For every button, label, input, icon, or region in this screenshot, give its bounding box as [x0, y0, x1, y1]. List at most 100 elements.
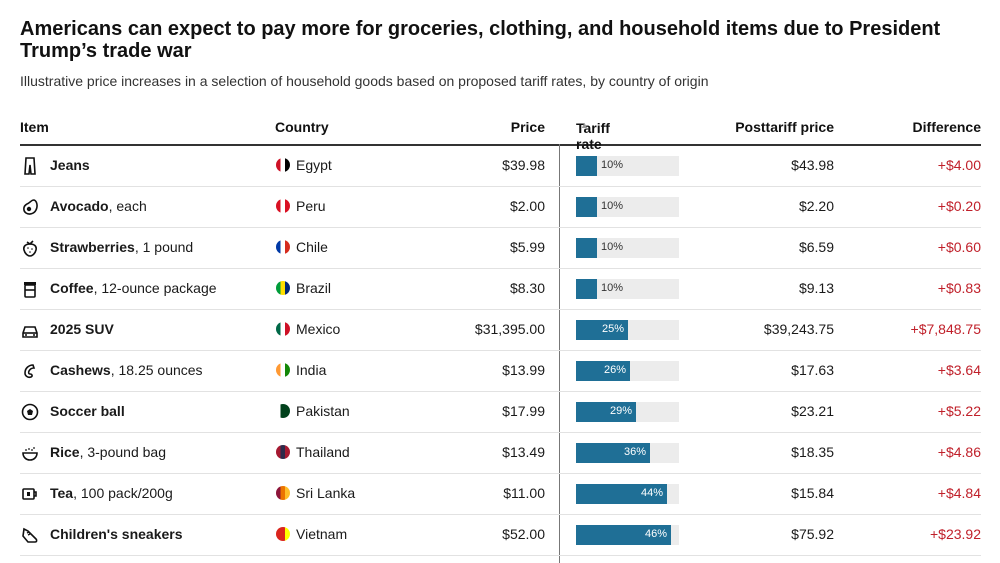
sort-ascending-icon[interactable]: ▲ — [580, 120, 589, 130]
flag-icon — [276, 240, 290, 254]
tariff-label: 10% — [601, 282, 624, 294]
soccer-ball-icon — [20, 402, 40, 422]
country-cell: Mexico — [296, 321, 341, 337]
item-cell: Avocado, each — [50, 198, 147, 214]
avocado-icon — [20, 197, 40, 217]
posttariff-price-cell: $15.84 — [791, 485, 834, 501]
cashew-icon — [20, 361, 40, 381]
item-detail: , 1 pound — [134, 239, 194, 255]
coffee-icon — [20, 279, 40, 299]
item-name: Rice — [50, 444, 80, 460]
difference-cell: +$7,848.75 — [910, 321, 981, 337]
header-difference[interactable]: Difference — [912, 119, 981, 135]
tariff-bar-track: 10% — [576, 197, 679, 217]
flag-icon — [276, 281, 290, 295]
table-header: Item Country Price Tariff rate ▲ Posttari… — [20, 118, 981, 152]
column-divider — [559, 144, 560, 563]
tariff-bar-track: 10% — [576, 279, 679, 299]
flag-icon — [276, 363, 290, 377]
item-name: Cashews — [50, 362, 111, 378]
tariff-bar-track: 29% — [576, 402, 679, 422]
tariff-bar-track: 10% — [576, 238, 679, 258]
table-row: Avocado, each Peru $2.00 10% $2.20 +$0.20 — [20, 187, 981, 228]
item-cell: Jeans — [50, 157, 90, 173]
item-name: Coffee — [50, 280, 94, 296]
country-cell: Brazil — [296, 280, 332, 296]
table-row: 2025 SUV Mexico $31,395.00 25% $39,243.75 +$7… — [20, 310, 981, 351]
country-cell: Chile — [296, 239, 328, 255]
item-cell: Tea, 100 pack/200g — [50, 485, 173, 501]
tariff-bar — [576, 361, 630, 381]
price-cell: $5.99 — [509, 239, 545, 255]
difference-cell: +$4.86 — [937, 444, 981, 460]
tariff-bar-track: 36% — [576, 443, 679, 463]
table-row: Rice, 3-pound bag Thailand $13.49 36% $18.35… — [20, 433, 981, 474]
difference-cell: +$23.92 — [930, 526, 981, 542]
header-tariff-label: Tariff rate — [576, 120, 610, 152]
tariff-bar — [576, 156, 597, 176]
item-cell: Coffee, 12-ounce package — [50, 280, 217, 296]
tariff-bar — [576, 238, 597, 258]
tariff-bar — [576, 320, 628, 340]
tariff-label: 10% — [601, 159, 624, 171]
posttariff-price-cell: $9.13 — [798, 280, 834, 296]
item-detail: , 12-ounce package — [93, 280, 217, 296]
table-body: Jeans Egypt $39.98 10% $43.98 +$4.00 Avocado, … — [20, 146, 981, 556]
table-row: Jeans Egypt $39.98 10% $43.98 +$4.00 — [20, 146, 981, 187]
table-row: Tea, 100 pack/200g Sri Lanka $11.00 44% $15.… — [20, 474, 981, 515]
posttariff-price-cell: $39,243.75 — [763, 321, 834, 337]
flag-icon — [276, 527, 290, 541]
posttariff-price-cell: $75.92 — [791, 526, 834, 542]
price-cell: $52.00 — [502, 526, 545, 542]
header-item[interactable]: Item — [20, 119, 49, 135]
tariff-bar — [576, 402, 636, 422]
tariff-label: 10% — [601, 200, 624, 212]
price-cell: $2.00 — [509, 198, 545, 214]
price-cell: $17.99 — [502, 403, 545, 419]
tariff-bar-track: 26% — [576, 361, 679, 381]
posttariff-price-cell: $17.63 — [791, 362, 834, 378]
country-cell: Sri Lanka — [296, 485, 356, 501]
tariff-bar — [576, 197, 597, 217]
difference-cell: +$5.22 — [937, 403, 981, 419]
price-cell: $13.49 — [502, 444, 545, 460]
difference-cell: +$0.20 — [937, 198, 981, 214]
tariff-bar — [576, 279, 597, 299]
table-row: Coffee, 12-ounce package Brazil $8.30 10% $9… — [20, 269, 981, 310]
item-name: Avocado — [50, 198, 109, 214]
item-detail: , 3-pound bag — [79, 444, 166, 460]
item-detail: , 100 pack/200g — [73, 485, 173, 501]
item-cell: Strawberries, 1 pound — [50, 239, 193, 255]
item-cell: Rice, 3-pound bag — [50, 444, 166, 460]
table-row: Cashews, 18.25 ounces India $13.99 26% $17.6… — [20, 351, 981, 392]
header-country[interactable]: Country — [275, 119, 329, 135]
posttariff-price-cell: $2.20 — [798, 198, 834, 214]
tariff-bar-track: 44% — [576, 484, 679, 504]
tariff-label: 10% — [601, 241, 624, 253]
tariff-label: 26% — [603, 364, 626, 376]
tariff-label: 25% — [601, 323, 624, 335]
posttariff-price-cell: $43.98 — [791, 157, 834, 173]
header-price[interactable]: Price — [510, 119, 545, 135]
item-cell: Children's sneakers — [50, 526, 183, 542]
tariff-bar — [576, 443, 650, 463]
difference-cell: +$4.00 — [937, 157, 981, 173]
price-cell: $31,395.00 — [474, 321, 545, 337]
header-posttariff-price[interactable]: Posttariff price — [735, 119, 834, 135]
item-cell: Cashews, 18.25 ounces — [50, 362, 203, 378]
tea-icon — [20, 484, 40, 504]
flag-icon — [276, 445, 290, 459]
posttariff-price-cell: $6.59 — [798, 239, 834, 255]
jeans-icon — [20, 156, 40, 176]
tariff-label: 46% — [644, 528, 667, 540]
country-cell: Peru — [296, 198, 326, 214]
item-name: Jeans — [50, 157, 90, 173]
country-cell: Vietnam — [296, 526, 348, 542]
flag-icon — [276, 199, 290, 213]
chart-title: Americans can expect to pay more for gro… — [20, 18, 941, 62]
tariff-label: 29% — [609, 405, 632, 417]
item-detail: , each — [108, 198, 147, 214]
tariff-bar-track: 25% — [576, 320, 679, 340]
item-name: 2025 SUV — [50, 321, 114, 337]
difference-cell: +$3.64 — [937, 362, 981, 378]
